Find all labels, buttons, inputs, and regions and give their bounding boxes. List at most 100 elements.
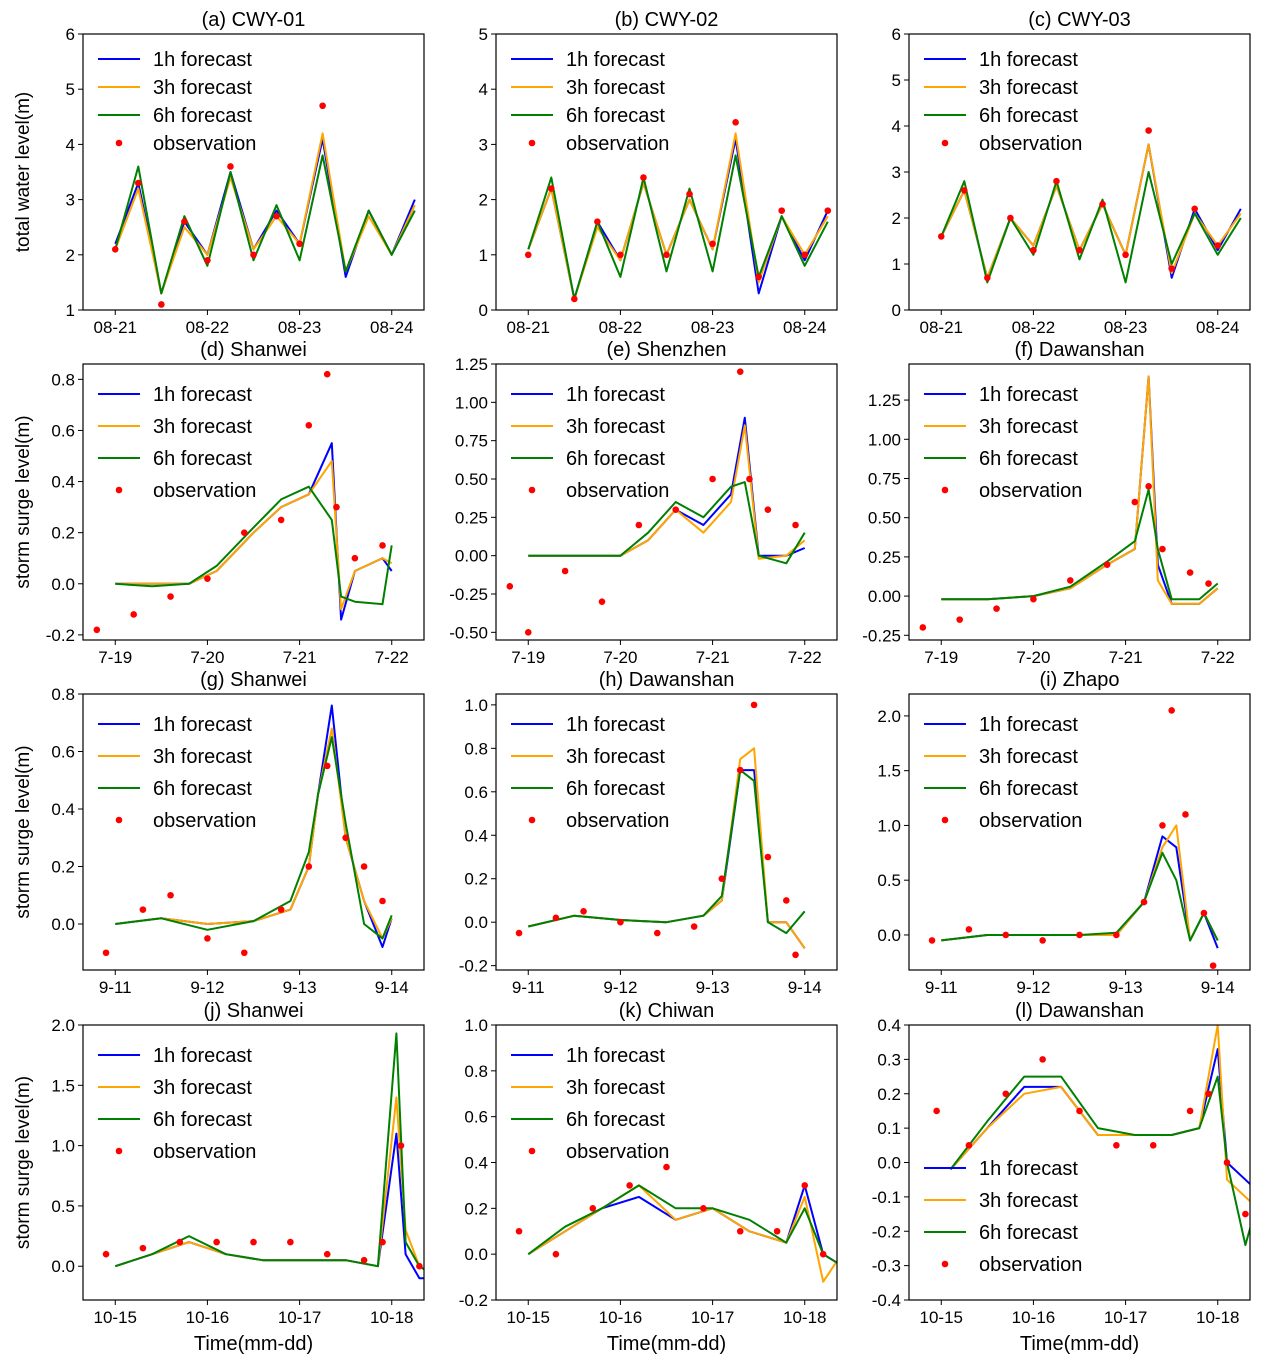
y-tick-label: 0.0 [877, 926, 901, 945]
plot-area [933, 1025, 1250, 1246]
panel-title: (j) Shanwei [203, 1000, 303, 1022]
observation-point [515, 929, 523, 937]
y-tick-label: 6 [892, 25, 901, 44]
observation-point [824, 207, 832, 214]
observation-point [1186, 1107, 1194, 1115]
x-tick-label: 9-13 [1109, 978, 1143, 997]
y-tick-label: 1.25 [868, 391, 901, 410]
observation-point [305, 422, 313, 429]
observation-point [792, 951, 799, 959]
x-tick-label: 08-21 [94, 318, 137, 337]
series-line-1h [527, 1184, 837, 1264]
y-tick-label: 0.4 [464, 1154, 488, 1173]
legend-item: observation [528, 133, 669, 155]
y-tick-label: -0.2 [872, 1222, 901, 1241]
legend-item: 1h forecast [924, 1158, 1078, 1180]
x-tick-label: 10-15 [507, 1308, 550, 1327]
y-tick-label: 0.75 [455, 432, 488, 451]
legend-label: observation [979, 1254, 1082, 1276]
observation-point [277, 906, 285, 913]
legend-label: 3h forecast [979, 746, 1078, 768]
y-axis-label: total water level(m) [13, 92, 34, 253]
panel-title: (b) CWY-02 [615, 9, 719, 31]
x-tick-label: 7-21 [283, 648, 317, 667]
observation-point [1113, 1142, 1120, 1149]
x-tick-label: 7-22 [788, 648, 822, 667]
legend-item: 3h forecast [511, 1077, 665, 1099]
observation-point [250, 251, 257, 259]
x-tick-label: 7-21 [696, 648, 730, 667]
y-tick-label: -0.1 [872, 1188, 901, 1207]
y-tick-label: 5 [892, 71, 901, 90]
plot-area [515, 1163, 845, 1292]
legend-item: 3h forecast [511, 77, 665, 99]
x-tick-label: 10-15 [920, 1308, 963, 1327]
legend-marker [941, 139, 949, 147]
legend-item: 6h forecast [511, 105, 665, 127]
observation-point [635, 521, 643, 529]
x-tick-label: 9-13 [283, 978, 317, 997]
y-tick-label: 6 [66, 25, 75, 44]
observation-point [1242, 1210, 1249, 1218]
y-tick-label: 0.0 [464, 1245, 488, 1264]
y-tick-label: 2 [66, 246, 75, 265]
observation-point [379, 897, 386, 905]
observation-point [273, 212, 280, 220]
observation-point [1039, 937, 1046, 944]
x-tick-label: 9-11 [512, 978, 545, 997]
legend-item: 6h forecast [98, 105, 252, 127]
observation-point [1145, 127, 1152, 134]
y-axis-label: storm surge level(m) [13, 745, 34, 918]
legend-label: 6h forecast [566, 105, 665, 127]
legend-item: 1h forecast [511, 1045, 665, 1067]
x-tick-label: 10-17 [1104, 1308, 1147, 1327]
y-tick-label: 1 [479, 246, 488, 265]
observation-point [305, 863, 313, 870]
legend-label: 1h forecast [979, 49, 1078, 71]
observation-point [1159, 822, 1166, 829]
y-tick-label: 0.2 [51, 858, 75, 877]
y-tick-label: 5 [66, 80, 75, 99]
y-tick-label: 0.6 [51, 743, 75, 762]
legend-item: 6h forecast [511, 448, 665, 470]
observation-point [690, 923, 698, 930]
legend-label: 6h forecast [566, 1109, 665, 1131]
legend-label: 1h forecast [566, 49, 665, 71]
legend: 1h forecast 3h forecast 6h forecast observa… [511, 384, 669, 502]
observation-point [1103, 561, 1111, 569]
legend-label: 3h forecast [153, 77, 252, 99]
legend-label: 1h forecast [153, 714, 252, 736]
axes-frame [908, 363, 1251, 641]
x-tick-label: 08-24 [370, 318, 413, 337]
x-tick-label: 7-20 [190, 648, 224, 667]
observation-point [1205, 580, 1212, 587]
x-tick-label: 7-22 [375, 648, 409, 667]
series-line-3h [114, 154, 416, 295]
y-tick-label: 2.0 [877, 707, 901, 726]
y-tick-label: -0.25 [449, 585, 488, 604]
observation-point [838, 1285, 845, 1292]
x-tick-label: 10-15 [94, 1308, 137, 1327]
legend-label: observation [566, 133, 669, 155]
legend-label: observation [566, 1141, 669, 1163]
legend-item: 6h forecast [924, 778, 1078, 800]
observation-point [213, 1238, 220, 1246]
series-line-3h [941, 851, 1219, 942]
legend-item: observation [115, 133, 256, 155]
series-line-3h [940, 171, 1242, 284]
legend-item: 6h forecast [98, 1109, 252, 1131]
y-tick-label: 0.6 [464, 783, 488, 802]
observation-point [204, 257, 211, 264]
observation-point [552, 914, 560, 922]
observation-point [746, 475, 753, 483]
y-tick-label: 0.0 [51, 575, 75, 594]
observation-point [571, 295, 578, 303]
plot-area [524, 119, 832, 303]
y-tick-label: 3 [479, 135, 488, 154]
observation-point [1131, 498, 1139, 506]
observation-point [1053, 177, 1060, 185]
legend-item: 1h forecast [511, 384, 665, 406]
observation-point [515, 1227, 523, 1235]
series-line-3h [527, 1184, 837, 1264]
